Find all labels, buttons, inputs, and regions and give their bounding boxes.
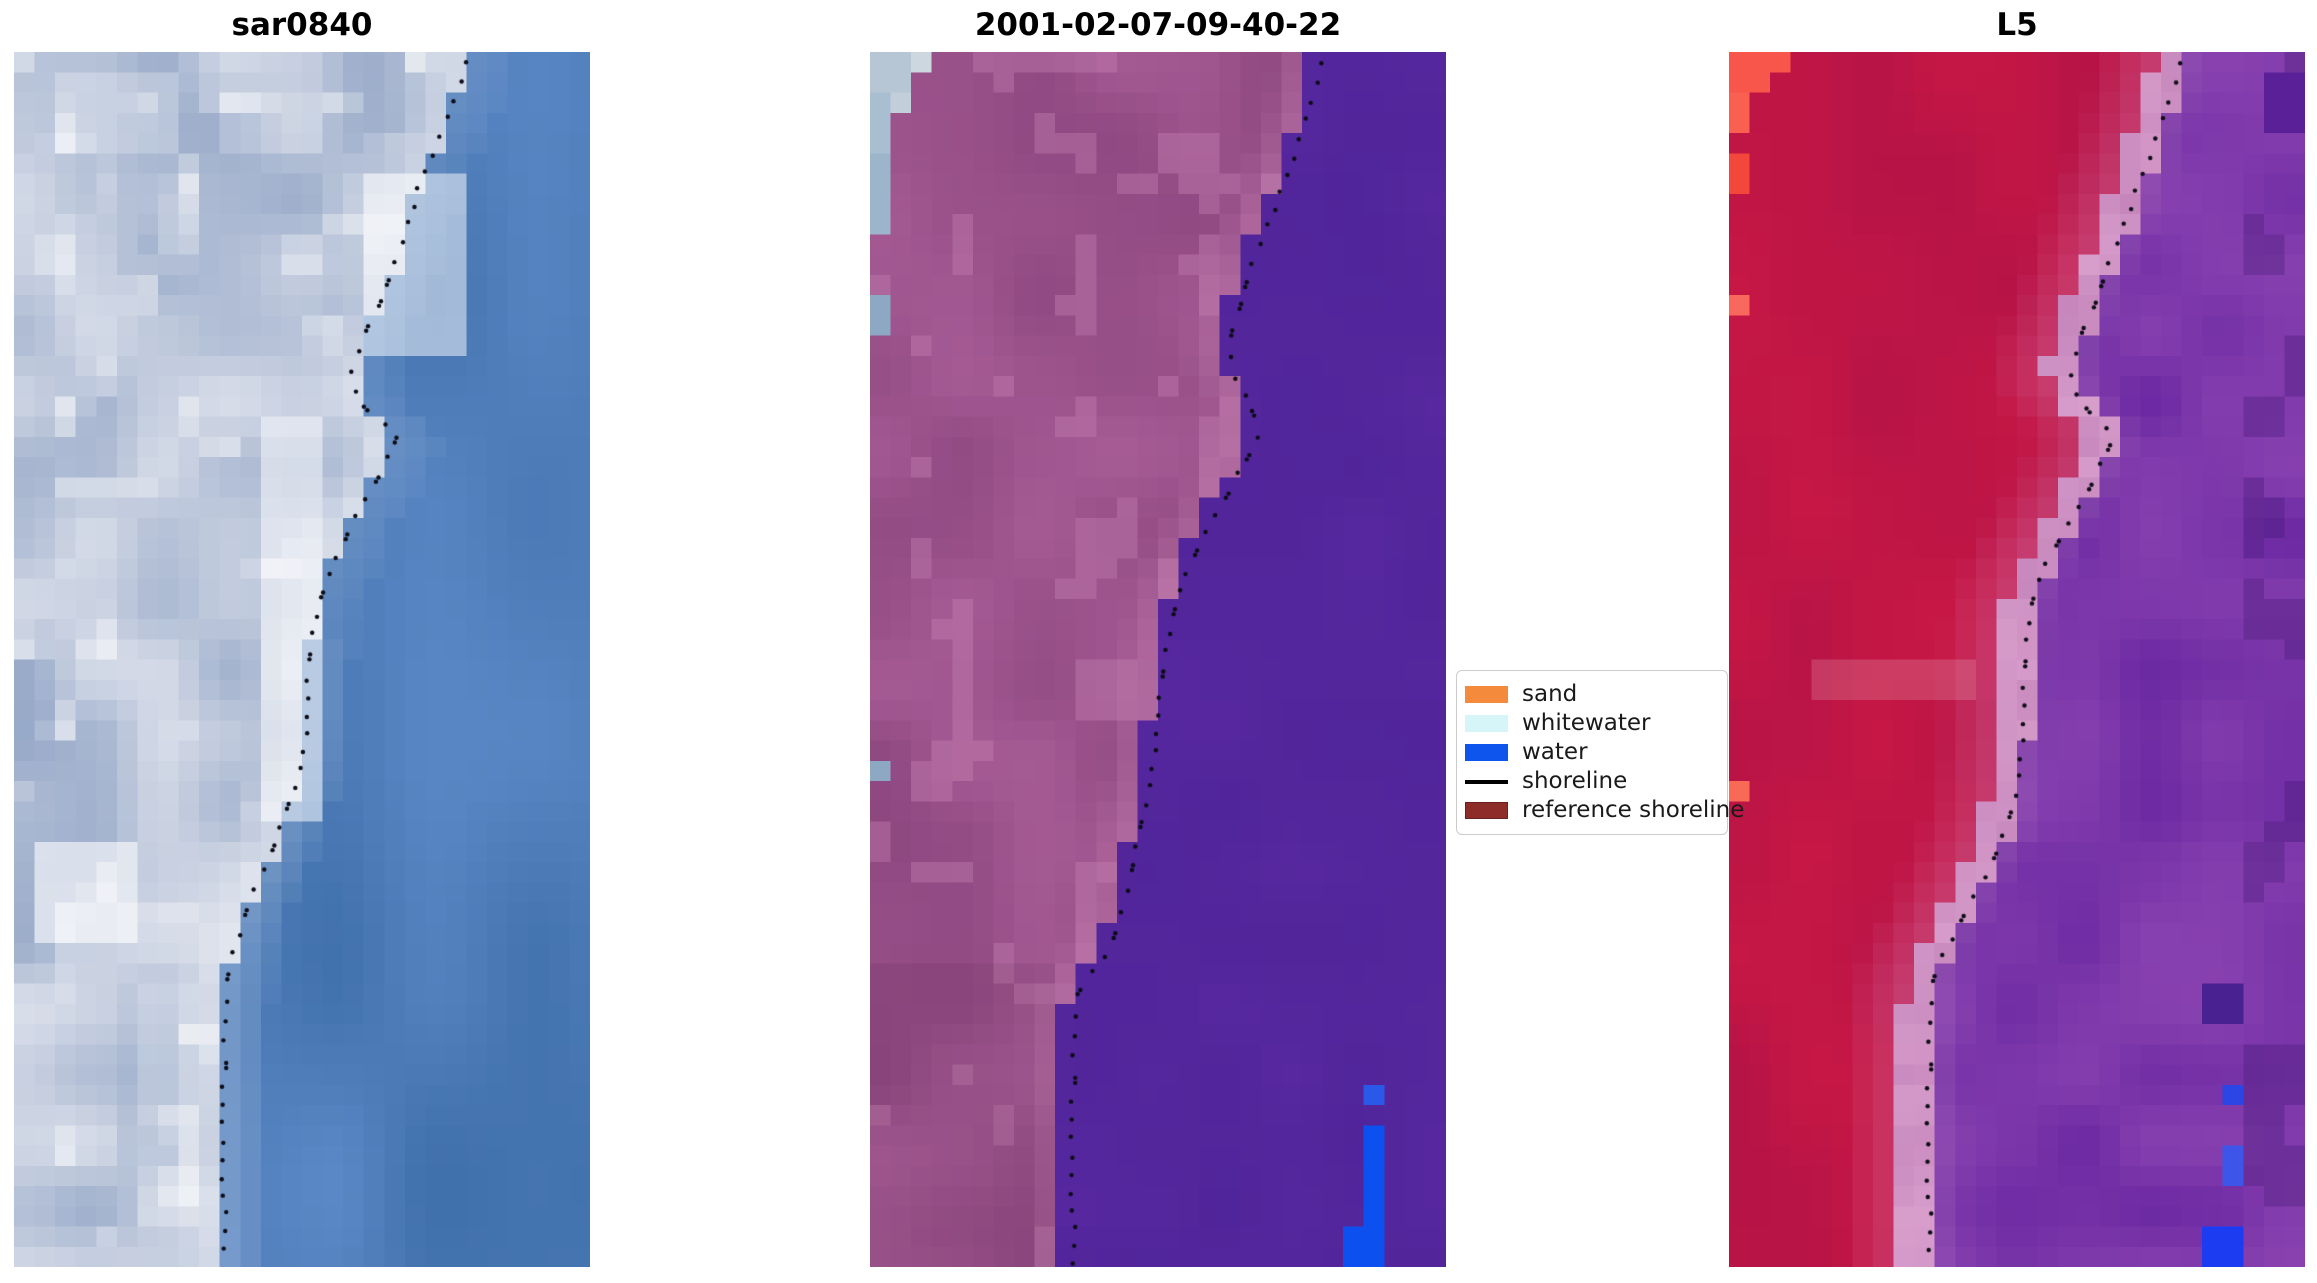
legend-row-whitewater: whitewater — [1465, 709, 1719, 738]
legend-row-water: water — [1465, 738, 1719, 767]
shoreline-dots-overlay-l5 — [1729, 52, 2305, 1267]
panel-title-date: 2001-02-07-09-40-22 — [974, 7, 1342, 43]
shoreline-dots-overlay-classified — [870, 52, 1446, 1267]
panel-l5 — [1729, 52, 2305, 1267]
water-swatch — [1465, 744, 1508, 761]
sand-swatch — [1465, 686, 1508, 703]
shoreline-swatch — [1465, 779, 1508, 784]
whitewater-swatch — [1465, 715, 1508, 732]
legend-row-shoreline: shoreline — [1465, 767, 1719, 796]
legend-label: shoreline — [1522, 768, 1628, 794]
legend-label: water — [1522, 739, 1588, 765]
legend: sand whitewater water shoreline reference sh… — [1456, 670, 1744, 835]
legend-row-sand: sand — [1465, 680, 1719, 709]
legend-label: sand — [1522, 681, 1578, 707]
panel-sar0840 — [14, 52, 590, 1267]
legend-label: reference shoreline — [1522, 797, 1745, 823]
panel-classified — [870, 52, 1446, 1267]
panel-title-sar0840: sar0840 — [231, 7, 373, 43]
legend-label: whitewater — [1522, 710, 1651, 736]
reference-shoreline-swatch — [1465, 802, 1508, 819]
panel-title-l5: L5 — [1996, 7, 2038, 43]
legend-row-reference-shoreline: reference shoreline — [1465, 796, 1744, 825]
shoreline-dots-overlay-sar — [14, 52, 590, 1267]
